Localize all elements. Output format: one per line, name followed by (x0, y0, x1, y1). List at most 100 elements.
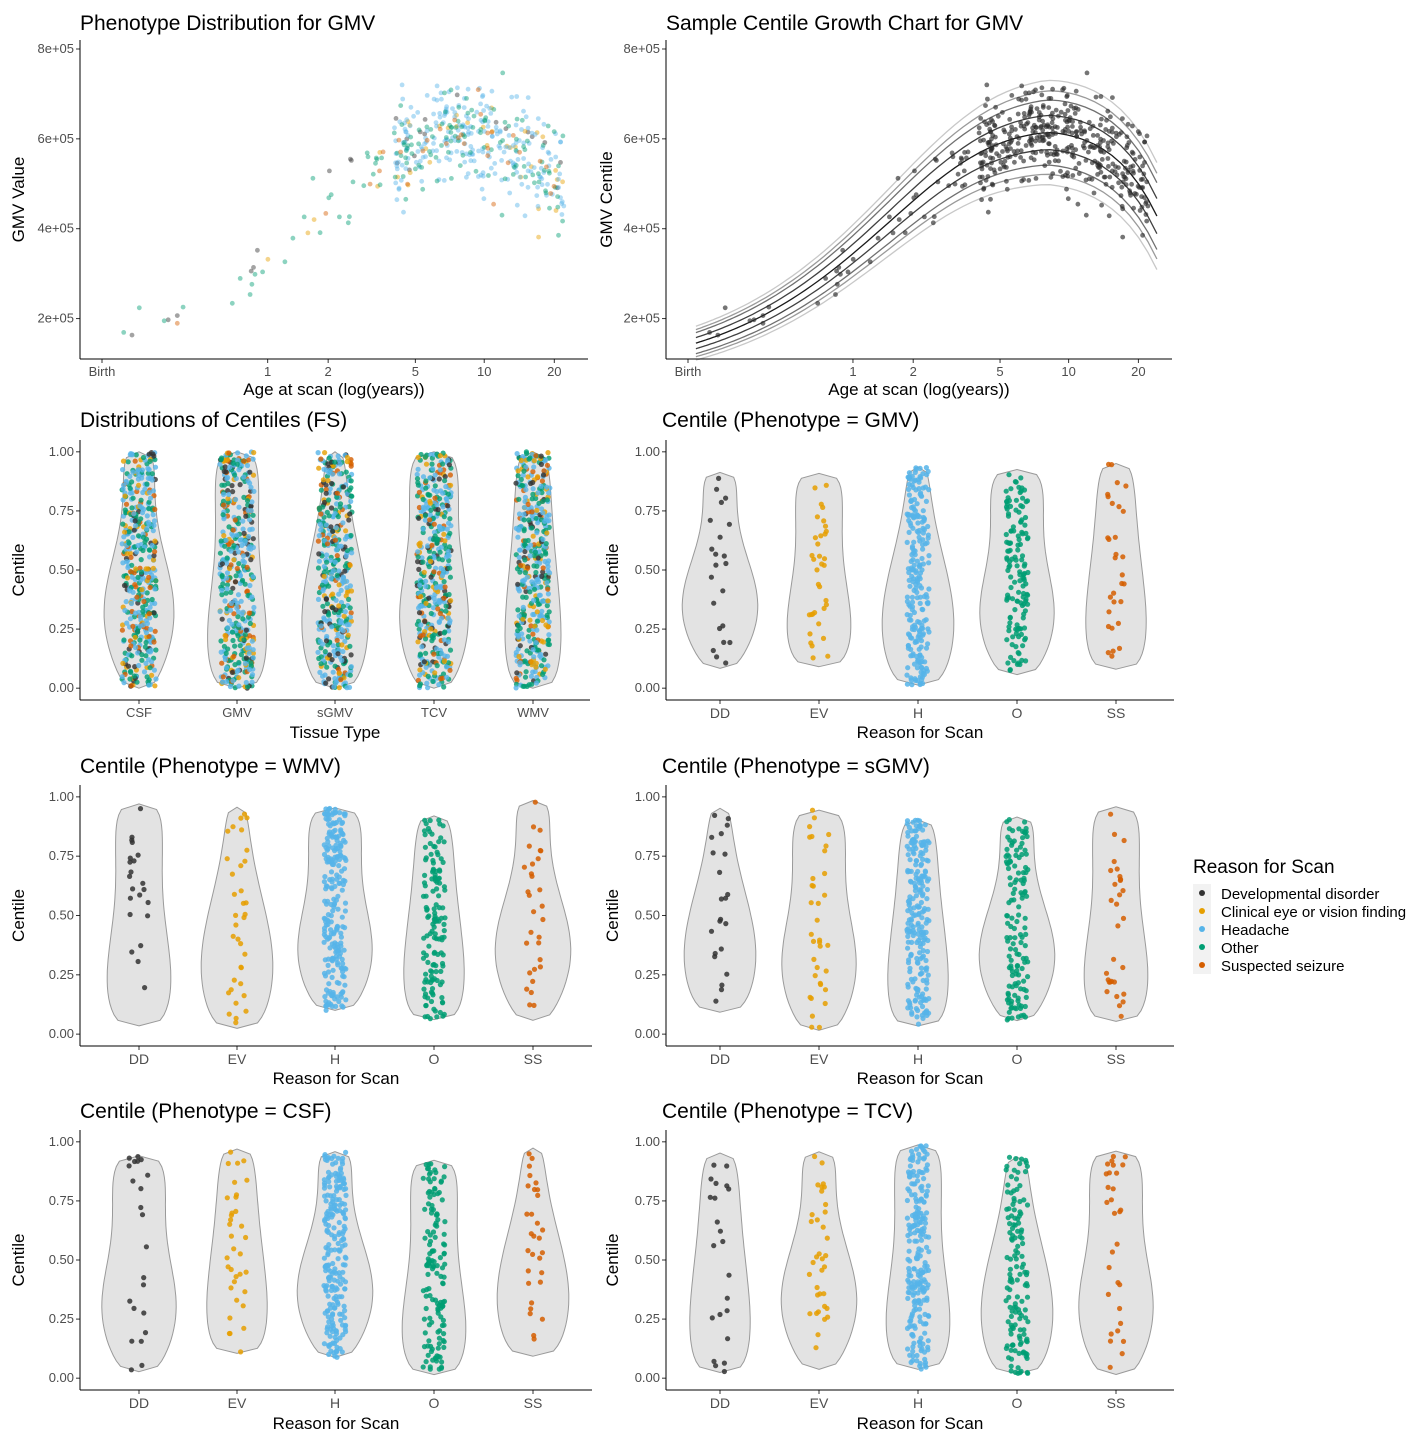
data-point (524, 986, 530, 992)
data-point (146, 499, 152, 505)
data-point (1097, 148, 1103, 153)
data-point (751, 317, 757, 323)
data-point (546, 518, 552, 524)
data-point (328, 869, 335, 875)
data-point (1021, 625, 1028, 631)
data-point (536, 206, 541, 212)
data-point (473, 168, 479, 174)
data-point (414, 471, 420, 478)
data-point (1007, 837, 1013, 843)
data-point (530, 669, 536, 675)
data-point (452, 133, 458, 139)
data-point (727, 639, 733, 646)
data-point (232, 662, 238, 668)
data-point (989, 145, 995, 151)
data-point (147, 554, 153, 560)
data-point (417, 683, 423, 689)
data-point (325, 990, 331, 996)
data-point (932, 156, 938, 162)
data-point (904, 539, 910, 546)
data-point (910, 837, 916, 843)
data-point (1078, 124, 1083, 130)
data-point (324, 559, 330, 565)
data-point (336, 998, 342, 1005)
data-point (343, 1192, 349, 1198)
data-point (340, 1269, 346, 1275)
data-point (850, 256, 856, 262)
data-point (1006, 900, 1012, 906)
data-point (919, 842, 925, 848)
data-point (538, 453, 544, 459)
data-point (430, 466, 436, 472)
data-point (906, 511, 912, 518)
data-point (420, 496, 426, 502)
centile-curve (695, 173, 1158, 358)
data-point (460, 152, 466, 158)
data-point (914, 501, 920, 507)
data-point (540, 569, 546, 575)
data-point (531, 909, 537, 915)
data-point (906, 492, 913, 498)
data-point (232, 579, 239, 585)
data-point (523, 487, 529, 493)
data-point (415, 466, 421, 472)
data-point (219, 660, 225, 666)
data-point (822, 892, 828, 898)
data-point (128, 683, 134, 689)
data-point (1012, 992, 1018, 998)
data-point (137, 806, 144, 812)
data-point (132, 664, 138, 670)
data-point (712, 950, 718, 957)
data-point (133, 452, 139, 458)
data-point (910, 924, 916, 930)
data-point (433, 155, 439, 160)
data-point (228, 1217, 234, 1223)
data-point (128, 600, 135, 607)
data-point (226, 491, 232, 498)
data-point (230, 527, 236, 533)
data-point (1019, 851, 1025, 858)
data-point (1099, 116, 1104, 122)
data-point (404, 160, 410, 166)
data-point (904, 821, 910, 827)
data-point (1111, 599, 1117, 605)
data-point (233, 1000, 239, 1006)
data-point (126, 540, 132, 546)
data-point (976, 130, 982, 136)
data-point (374, 156, 380, 162)
data-point (441, 570, 447, 576)
data-point (911, 496, 918, 503)
data-point (425, 673, 431, 680)
data-point (1020, 583, 1026, 589)
y-tick-label: 0.00 (49, 1026, 74, 1041)
data-point (976, 125, 982, 131)
data-point (555, 194, 560, 200)
data-point (324, 552, 330, 558)
data-point (247, 517, 253, 523)
data-point (240, 558, 246, 564)
data-point (228, 600, 234, 607)
data-point (149, 471, 155, 477)
data-point (1015, 870, 1022, 876)
data-point (1111, 956, 1117, 962)
data-point (482, 118, 488, 124)
data-point (249, 499, 255, 505)
data-point (921, 518, 927, 524)
data-point (399, 82, 405, 88)
data-point (329, 958, 335, 964)
data-point (335, 514, 341, 520)
data-point (494, 131, 500, 137)
data-point (1033, 176, 1039, 181)
data-point (1022, 819, 1028, 825)
data-point (332, 1236, 338, 1242)
data-point (526, 161, 531, 167)
data-point (446, 89, 452, 95)
data-point (545, 123, 551, 129)
data-point (908, 951, 914, 957)
data-point (1021, 158, 1026, 164)
data-point (439, 999, 446, 1005)
data-point (336, 457, 342, 463)
data-point (823, 276, 828, 281)
data-point (373, 155, 379, 161)
data-point (325, 1192, 331, 1198)
